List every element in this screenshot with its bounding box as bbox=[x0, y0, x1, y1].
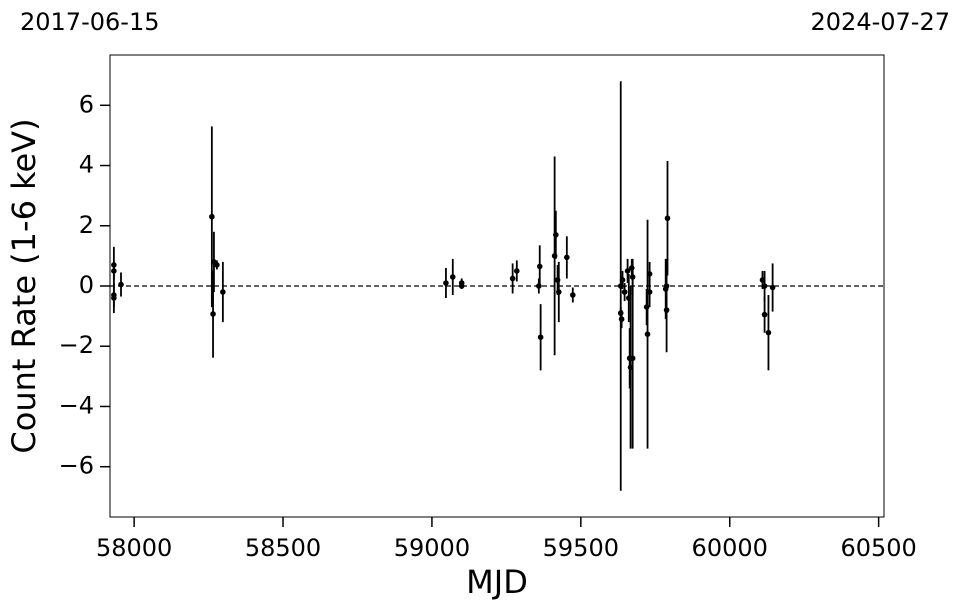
data-point bbox=[564, 254, 570, 261]
x-tick-label: 58500 bbox=[245, 534, 321, 562]
x-tick-label: 60500 bbox=[840, 534, 916, 562]
y-tick-label: 4 bbox=[79, 151, 94, 179]
data-point bbox=[514, 268, 520, 274]
data-point bbox=[663, 307, 670, 313]
y-tick-label: 2 bbox=[79, 211, 94, 239]
data-point bbox=[664, 215, 671, 222]
start-date: 2017-06-15 bbox=[20, 8, 159, 36]
y-tick-label: −4 bbox=[59, 391, 94, 419]
x-tick-label: 59000 bbox=[394, 534, 470, 562]
data-point bbox=[765, 329, 772, 336]
x-tick-label: 59500 bbox=[543, 534, 619, 562]
y-tick-label: 0 bbox=[79, 271, 94, 299]
data-point bbox=[111, 295, 117, 301]
y-axis-label: Count Rate (1-6 keV) bbox=[5, 118, 43, 453]
data-point bbox=[621, 289, 628, 295]
x-tick-label: 58000 bbox=[96, 534, 172, 562]
data-point bbox=[761, 311, 768, 318]
data-point bbox=[644, 331, 651, 337]
data-point bbox=[769, 284, 776, 291]
end-date: 2024-07-27 bbox=[811, 8, 950, 36]
data-point bbox=[214, 262, 220, 268]
data-point bbox=[536, 263, 543, 270]
data-point bbox=[118, 281, 124, 288]
data-point bbox=[646, 289, 653, 295]
y-tick-label: 6 bbox=[79, 90, 94, 118]
data-point bbox=[443, 280, 449, 286]
data-point bbox=[761, 283, 768, 289]
data-point bbox=[629, 274, 636, 280]
data-point bbox=[220, 289, 226, 295]
y-tick-label: −2 bbox=[59, 331, 94, 359]
data-point bbox=[555, 289, 562, 295]
data-point bbox=[509, 275, 516, 282]
x-tick-label: 60000 bbox=[692, 534, 768, 562]
data-point bbox=[458, 283, 465, 289]
data-point bbox=[210, 311, 216, 317]
data-point bbox=[553, 232, 559, 238]
data-point bbox=[537, 334, 544, 340]
data-point bbox=[449, 274, 456, 280]
x-axis-label: MJD bbox=[466, 563, 528, 601]
data-point bbox=[209, 213, 215, 220]
y-tick-label: −6 bbox=[59, 452, 94, 480]
data-point bbox=[569, 292, 576, 298]
data-point bbox=[618, 316, 625, 322]
data-point bbox=[629, 355, 636, 362]
data-point bbox=[646, 271, 653, 277]
data-point bbox=[111, 268, 117, 274]
data-point bbox=[619, 277, 626, 283]
data-point bbox=[624, 268, 631, 274]
